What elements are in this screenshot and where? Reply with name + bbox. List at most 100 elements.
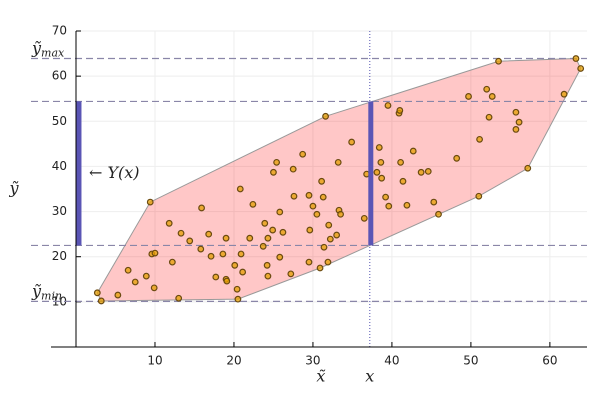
point: [309, 202, 317, 210]
y-axis-label: ỹ: [8, 179, 19, 198]
point: [261, 219, 269, 227]
point: [222, 234, 230, 242]
point: [276, 253, 284, 261]
y-tick-label: 40: [52, 159, 67, 173]
point: [453, 154, 461, 162]
point: [270, 168, 277, 176]
point: [212, 273, 220, 281]
point: [124, 266, 132, 274]
point: [465, 93, 472, 100]
point: [150, 284, 158, 292]
point: [239, 268, 247, 276]
point: [572, 55, 580, 62]
point: [399, 177, 407, 185]
x-tick-label: 40: [384, 354, 399, 368]
y-tick-label: 60: [52, 69, 67, 83]
point: [424, 167, 432, 175]
hline-label-base: ỹ: [31, 281, 42, 300]
point: [237, 250, 245, 258]
point: [430, 198, 438, 206]
point: [279, 228, 287, 236]
x-tick-label: 30: [305, 354, 320, 368]
y-tick-label: 20: [52, 249, 67, 263]
hline-label: ỹmin: [31, 281, 62, 303]
point: [377, 158, 385, 166]
point: [577, 65, 585, 72]
point: [382, 193, 390, 201]
point: [186, 237, 194, 245]
point: [175, 294, 183, 302]
point: [197, 245, 205, 253]
point: [249, 200, 257, 208]
point: [409, 147, 417, 155]
point: [417, 168, 425, 176]
point: [219, 250, 227, 258]
point: [326, 235, 334, 243]
point: [263, 261, 271, 269]
x-marker-label: x: [365, 367, 374, 386]
point: [299, 150, 307, 158]
point: [234, 295, 242, 303]
point: [165, 219, 173, 227]
x-tick-label: 50: [463, 354, 478, 368]
point: [131, 278, 139, 286]
point: [337, 210, 344, 218]
point: [373, 168, 381, 176]
point: [384, 102, 392, 109]
point: [177, 229, 185, 237]
point: [316, 264, 324, 272]
hline-label-sub: min: [41, 289, 62, 302]
hline-label-base: ỹ: [31, 38, 42, 57]
point: [273, 158, 281, 166]
point: [246, 234, 254, 242]
point: [114, 291, 122, 299]
y-tick-label: 50: [52, 114, 67, 128]
point: [324, 258, 332, 266]
point: [397, 158, 405, 166]
point: [512, 126, 520, 133]
point: [475, 192, 483, 200]
point: [168, 258, 176, 266]
point: [198, 204, 205, 212]
point: [287, 270, 295, 278]
point: [334, 158, 342, 166]
point: [378, 174, 386, 182]
x-tick-label: 60: [542, 354, 557, 368]
point: [322, 112, 329, 120]
point: [485, 113, 493, 121]
point: [483, 85, 491, 93]
point: [435, 210, 442, 218]
point: [97, 297, 105, 305]
x-tick-label: 10: [147, 354, 162, 368]
point: [476, 135, 483, 143]
point: [264, 234, 272, 242]
point: [289, 165, 297, 173]
point: [259, 242, 267, 250]
point: [305, 258, 313, 266]
point: [264, 272, 272, 280]
point: [313, 210, 321, 218]
point: [231, 261, 239, 269]
point: [560, 90, 568, 98]
hline-label-sub: max: [41, 47, 65, 60]
point: [348, 138, 356, 146]
point: [320, 243, 328, 251]
point: [524, 164, 532, 172]
point: [205, 230, 213, 238]
point: [515, 118, 523, 126]
point: [318, 177, 326, 185]
x-axis-label: x̃: [316, 367, 325, 386]
point: [236, 185, 244, 193]
point: [375, 144, 383, 151]
point: [305, 191, 313, 199]
hline-label: ỹmax: [31, 38, 65, 60]
point: [495, 57, 502, 65]
convex-hull: [96, 58, 582, 302]
point: [233, 285, 241, 293]
point: [360, 214, 368, 222]
point: [146, 198, 154, 206]
point: [142, 272, 150, 280]
point: [396, 107, 404, 114]
y-tick-label: 30: [52, 204, 67, 218]
